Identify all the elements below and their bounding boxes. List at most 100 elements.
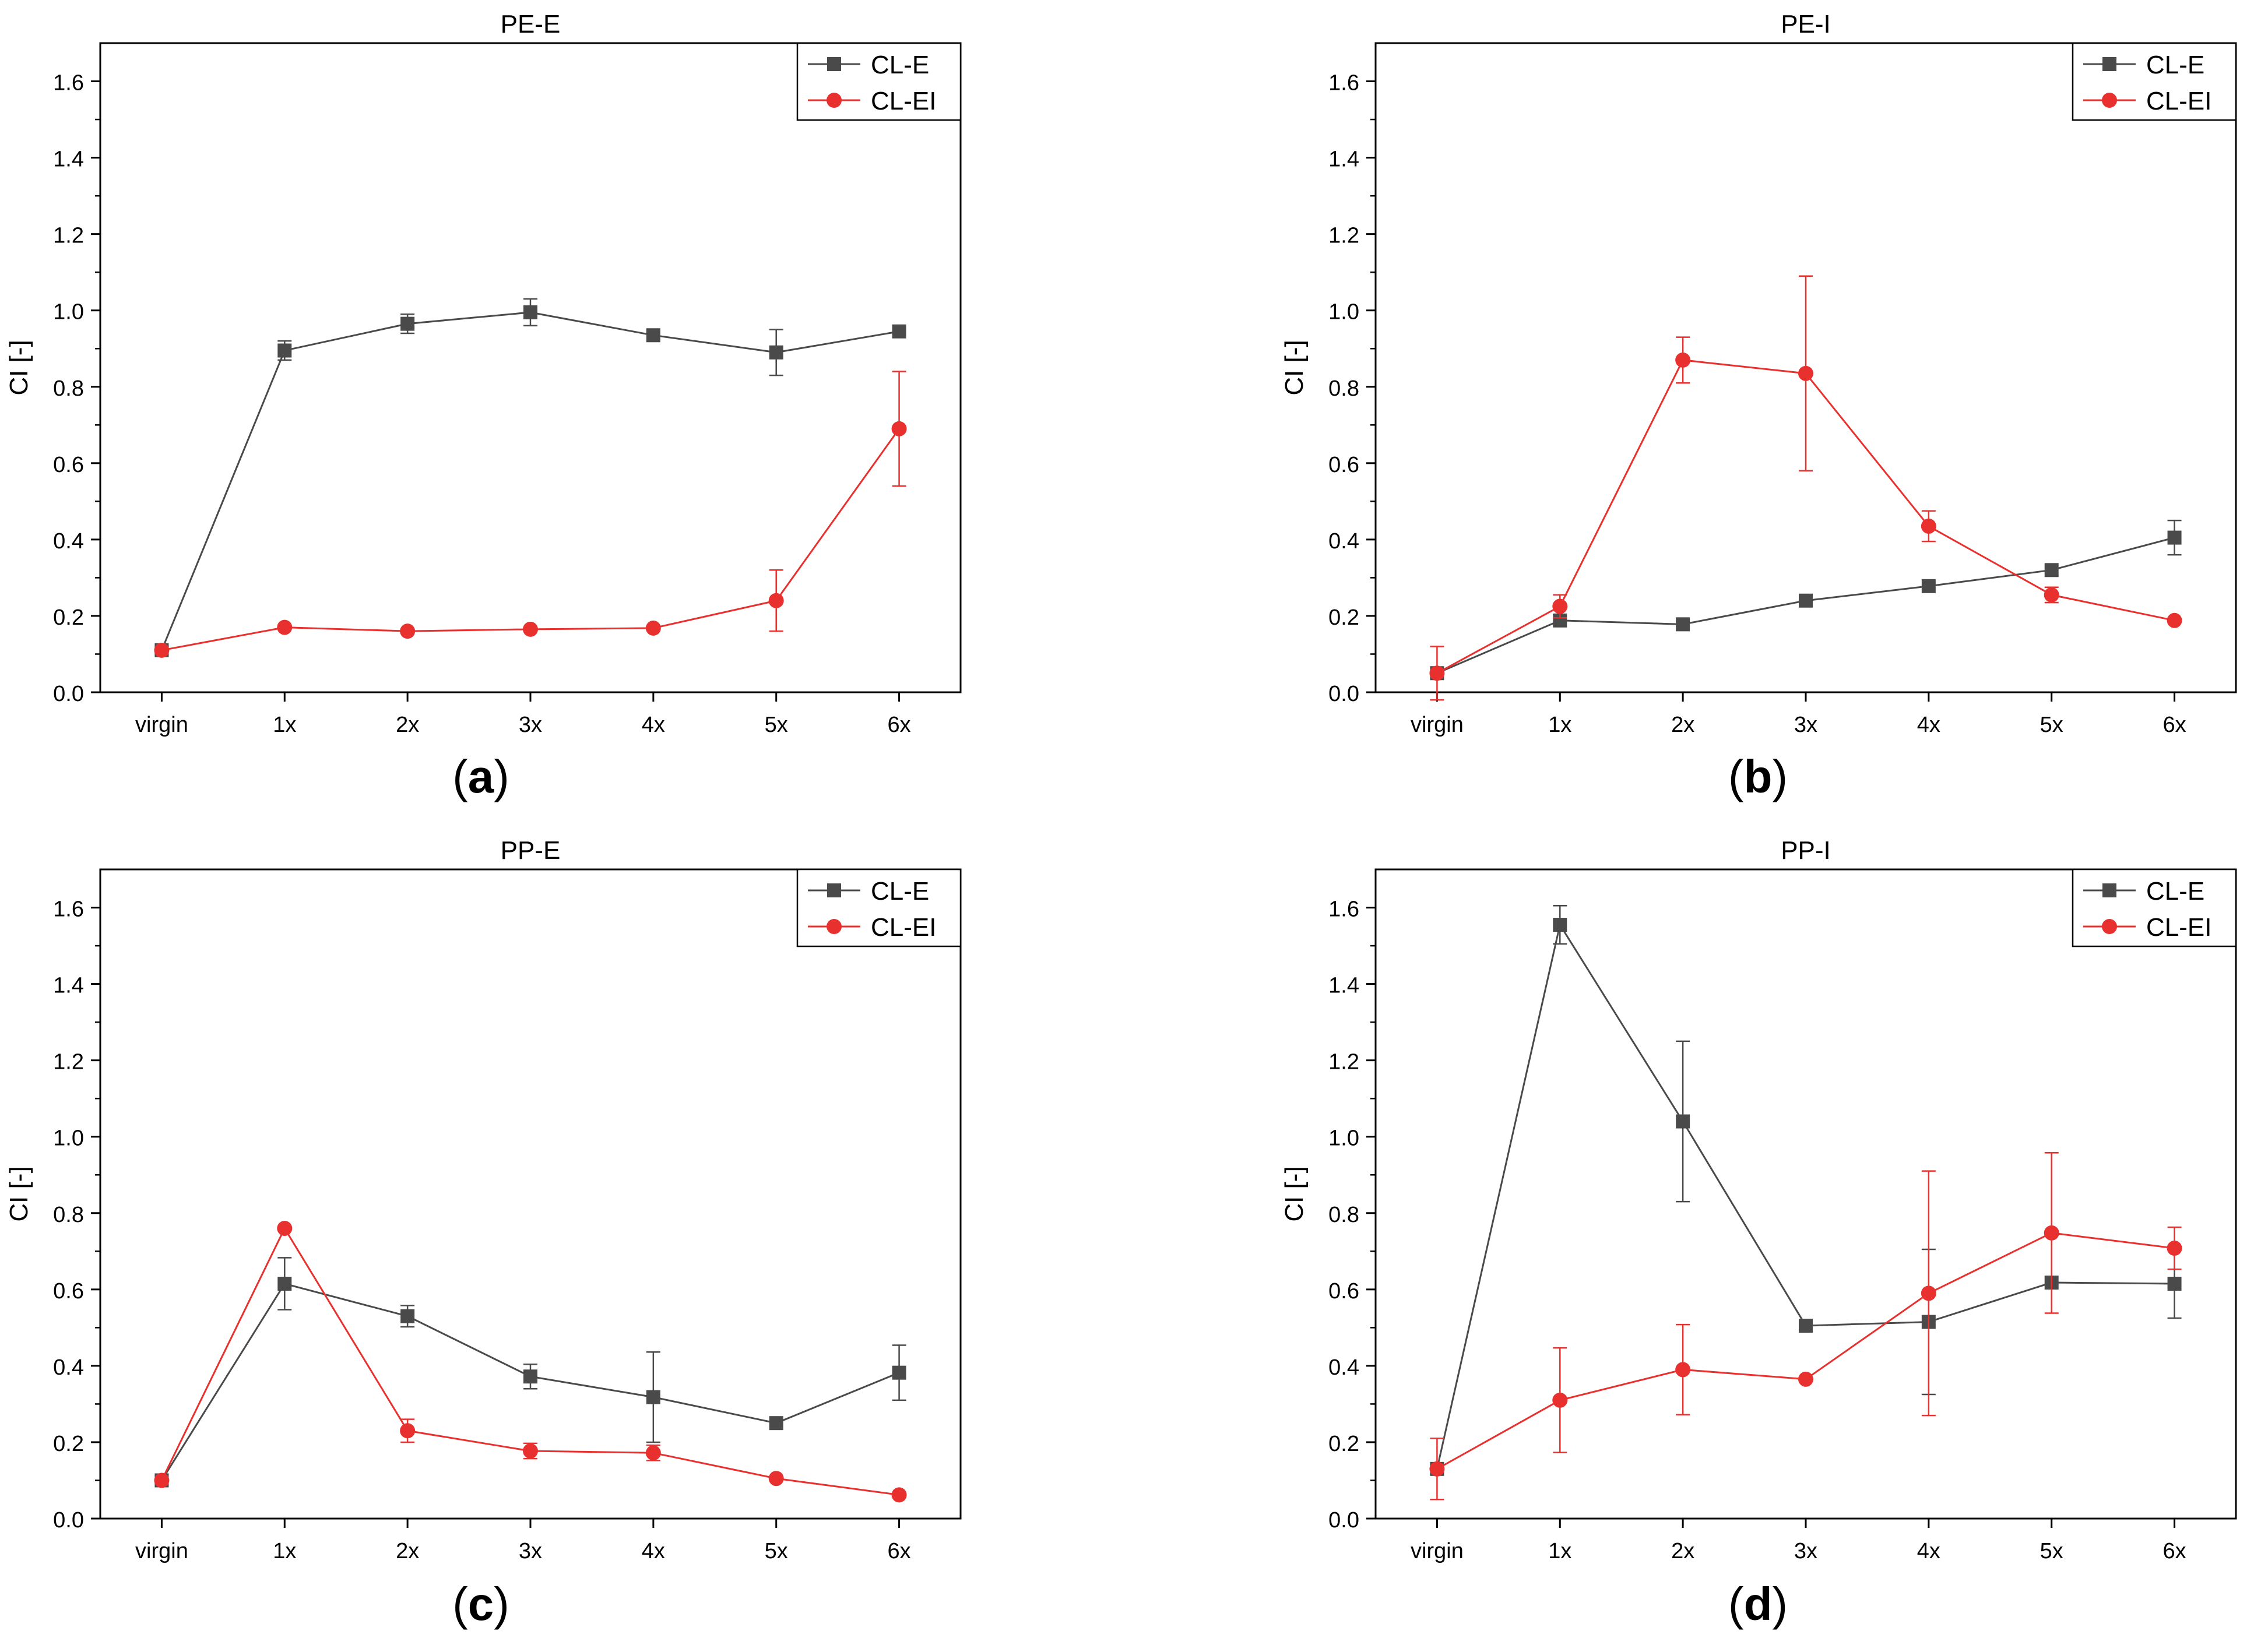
data-point — [891, 421, 907, 436]
legend-label: CL-E — [2146, 877, 2204, 906]
x-tick-label: 4x — [1917, 713, 1940, 737]
legend-label: CL-EI — [871, 87, 936, 115]
data-point — [2044, 563, 2059, 577]
series-line — [161, 428, 900, 651]
data-point — [400, 1423, 416, 1439]
x-tick-label: 3x — [519, 1539, 542, 1563]
data-point — [1676, 617, 1690, 632]
legend-marker — [2102, 93, 2117, 108]
data-point — [277, 1220, 293, 1236]
data-point — [1675, 352, 1691, 368]
x-tick-label: virgin — [135, 713, 188, 737]
chart-panel-a: PE-E CI [-] 0.0 0.2 0.4 0.6 0.8 1.0 1.2 1.4 1.6 vir… — [5, 10, 962, 802]
x-tick-label: 2x — [396, 1539, 419, 1563]
x-tick-label: 2x — [1671, 1539, 1694, 1563]
y-tick-label: 1.6 — [1328, 71, 1359, 96]
data-point — [2167, 1276, 2182, 1291]
y-axis-label: CI [-] — [5, 1166, 33, 1221]
x-tick-label: 6x — [2163, 1539, 2186, 1563]
y-tick-label: 1.4 — [53, 974, 84, 998]
plot-frame — [1374, 868, 2237, 1520]
x-tick-label: 2x — [1671, 713, 1694, 737]
data-point — [1798, 365, 1813, 381]
x-tick-label: 2x — [396, 713, 419, 737]
data-point — [1552, 1392, 1568, 1408]
data-point — [2167, 612, 2182, 628]
data-point — [1675, 1362, 1691, 1378]
y-tick-label: 0.4 — [1328, 1355, 1359, 1380]
legend-marker — [2102, 57, 2116, 71]
data-point — [769, 345, 783, 360]
y-tick-label: 1.6 — [53, 897, 84, 922]
legend: CL-E CL-EI — [2072, 42, 2237, 121]
y-tick-label: 1.4 — [1328, 974, 1359, 998]
y-tick-label: 0.6 — [1328, 453, 1359, 477]
data-point — [1799, 593, 1813, 608]
y-tick-label: 0.8 — [53, 1203, 84, 1227]
legend-marker — [827, 919, 842, 934]
data-point — [1552, 598, 1568, 614]
data-point — [2044, 587, 2059, 603]
x-tick-label: 1x — [1548, 1539, 1571, 1563]
data-point — [768, 593, 784, 608]
data-point — [277, 1276, 292, 1291]
legend-marker — [2102, 883, 2116, 897]
y-tick-label: 0.4 — [53, 1355, 84, 1380]
y-tick-label: 0.0 — [53, 1508, 84, 1533]
y-tick-label: 1.2 — [1328, 224, 1359, 248]
y-tick-label: 1.4 — [1328, 147, 1359, 172]
data-point — [2167, 1241, 2182, 1256]
y-axis-label: CI [-] — [1280, 1166, 1309, 1221]
series-cl-e — [1430, 905, 2182, 1476]
x-tick-label: virgin — [135, 1539, 188, 1563]
data-point — [646, 328, 660, 343]
panel-caption: (c) — [452, 1578, 509, 1630]
data-point — [2044, 1225, 2059, 1241]
y-tick-label: 0.0 — [1328, 1508, 1359, 1533]
legend-label: CL-EI — [2146, 87, 2211, 115]
legend: CL-E CL-EI — [796, 868, 962, 947]
series-cl-e — [1430, 519, 2182, 681]
data-point — [523, 1443, 538, 1459]
chart-title: PP-E — [501, 836, 561, 865]
series-cl-e — [154, 298, 906, 657]
y-tick-label: 0.4 — [53, 529, 84, 554]
y-tick-label: 0.2 — [1328, 1432, 1359, 1456]
legend: CL-E CL-EI — [2072, 868, 2237, 947]
x-tick-label: 5x — [765, 1539, 788, 1563]
x-tick-label: 1x — [273, 713, 296, 737]
legend-label: CL-EI — [2146, 913, 2211, 942]
x-tick-label: virgin — [1411, 713, 1464, 737]
legend-marker — [827, 57, 841, 71]
legend: CL-E CL-EI — [796, 42, 962, 121]
y-tick-label: 0.2 — [53, 1432, 84, 1456]
series-cl-ei — [1429, 1151, 2182, 1500]
y-tick-label: 1.4 — [53, 147, 84, 172]
data-point — [400, 624, 416, 639]
y-tick-label: 0.0 — [1328, 682, 1359, 706]
y-tick-label: 1.0 — [1328, 1126, 1359, 1151]
data-point — [154, 642, 170, 658]
y-tick-label: 1.0 — [53, 300, 84, 325]
x-tick-label: 3x — [1794, 713, 1817, 737]
y-tick-label: 0.6 — [53, 453, 84, 477]
legend-label: CL-E — [871, 877, 929, 906]
panel-caption: (d) — [1728, 1578, 1788, 1630]
y-tick-label: 1.6 — [1328, 897, 1359, 922]
y-tick-label: 0.6 — [1328, 1279, 1359, 1304]
data-point — [1799, 1319, 1813, 1333]
x-tick-label: 6x — [888, 713, 911, 737]
data-point — [768, 1471, 784, 1487]
legend-label: CL-EI — [871, 913, 936, 942]
x-tick-label: 3x — [519, 713, 542, 737]
data-point — [400, 1309, 415, 1323]
y-axis-label: CI [-] — [1280, 340, 1309, 395]
data-point — [1553, 918, 1567, 932]
y-tick-label: 0.8 — [1328, 1203, 1359, 1227]
panel-caption: (b) — [1728, 751, 1788, 802]
legend-label: CL-E — [2146, 51, 2204, 79]
data-point — [646, 1390, 660, 1404]
legend-marker — [827, 883, 841, 897]
data-point — [523, 1369, 537, 1384]
data-point — [892, 324, 906, 339]
